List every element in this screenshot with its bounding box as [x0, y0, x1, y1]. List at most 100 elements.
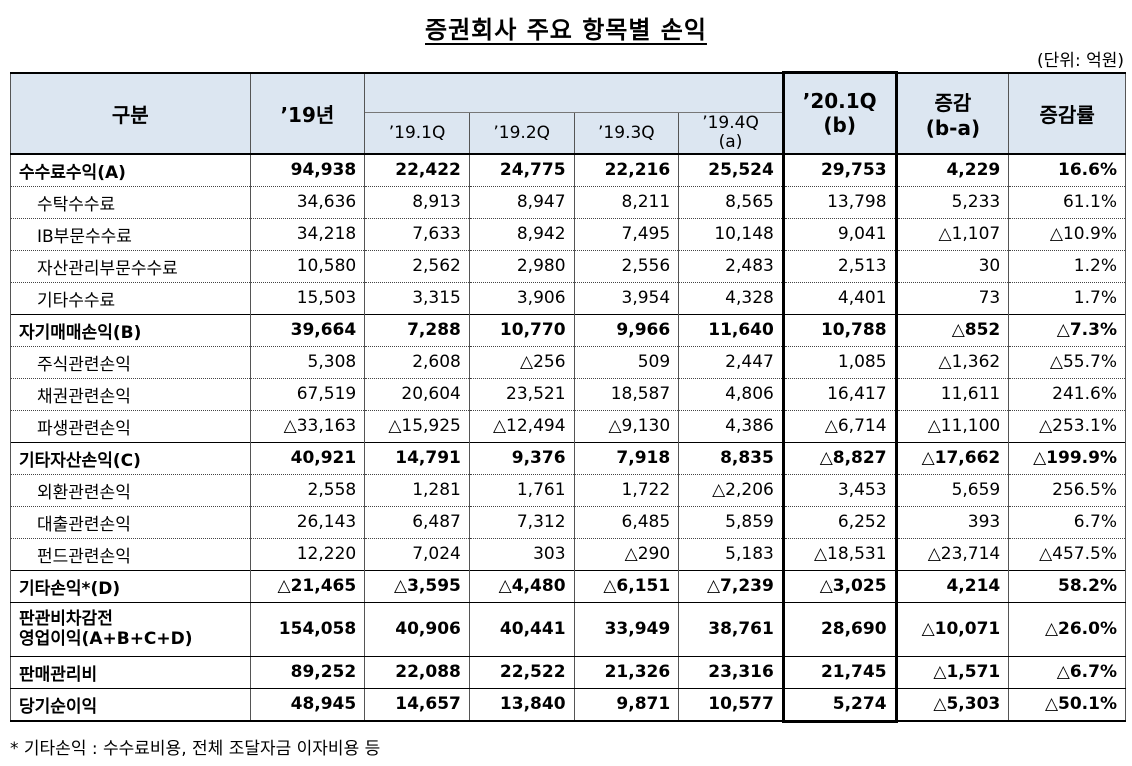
cell-rate: △26.0% — [1008, 601, 1126, 657]
cell-2019-2q: 3,906 — [468, 282, 575, 315]
header-2019-2q: ’19.2Q — [468, 111, 575, 155]
cell-2019-1q: 7,024 — [364, 538, 470, 571]
cell-2020-1q: 10,788 — [781, 313, 898, 347]
table-row: 주식관련손익 5,308 2,608 △256 509 2,447 1,085 … — [10, 346, 1126, 379]
footnote: * 기타손익 : 수수료비용, 전체 조달자금 이자비용 등 — [10, 739, 381, 759]
cell-2019-4q: 8,565 — [678, 186, 784, 219]
cell-diff: △11,100 — [895, 410, 1010, 443]
cell-2019-3q: 22,216 — [573, 153, 680, 187]
header-rate: 증감률 — [1008, 71, 1126, 155]
cell-2019-3q: △9,130 — [573, 410, 680, 443]
cell-rate: △457.5% — [1008, 538, 1126, 571]
header-2019-4q-line1: ’19.4Q — [702, 112, 759, 133]
cell-2019-2q: 2,980 — [468, 250, 575, 283]
header-diff-line1: 증감 — [934, 90, 972, 115]
cell-rate: △253.1% — [1008, 410, 1126, 443]
header-2020-1q: ’20.1Q (b) — [781, 71, 898, 155]
cell-2020-1q: 28,690 — [781, 601, 898, 657]
row-label: 판매관리비 — [10, 655, 251, 689]
row-label: 채권관련손익 — [10, 378, 251, 411]
unit-label: (단위: 억원) — [1037, 51, 1124, 71]
title-text: 증권회사 주요 항목별 손익 — [425, 16, 707, 44]
cell-2019-4q: 10,148 — [678, 218, 784, 251]
cell-2020-1q: △18,531 — [781, 538, 898, 571]
cell-rate: 1.7% — [1008, 282, 1126, 315]
cell-2020-1q: 13,798 — [781, 186, 898, 219]
cell-2019-2q: 303 — [468, 538, 575, 571]
cell-2019-4q: 8,835 — [678, 441, 784, 475]
page-title: 증권회사 주요 항목별 손익 — [0, 10, 1132, 45]
cell-2019: 15,503 — [249, 282, 366, 315]
cell-2019-1q: 20,604 — [364, 378, 470, 411]
cell-2019-3q: 33,949 — [573, 601, 680, 657]
cell-2019-1q: △3,595 — [364, 569, 470, 603]
cell-2019-2q: 8,942 — [468, 218, 575, 251]
cell-diff: △1,362 — [895, 346, 1010, 379]
cell-2019-4q: 38,761 — [678, 601, 784, 657]
cell-2019-2q: △256 — [468, 346, 575, 379]
cell-2019: 5,308 — [249, 346, 366, 379]
cell-2019-4q: △7,239 — [678, 569, 784, 603]
cell-rate: 61.1% — [1008, 186, 1126, 219]
cell-diff: 393 — [895, 506, 1010, 539]
table-row: 기타수수료 15,503 3,315 3,906 3,954 4,328 4,4… — [10, 282, 1126, 315]
header-2019-1q: ’19.1Q — [364, 111, 470, 155]
cell-rate: 16.6% — [1008, 153, 1126, 187]
cell-2019-2q: 13,840 — [468, 687, 575, 722]
cell-2019: 89,252 — [249, 655, 366, 689]
cell-2019-4q: 4,806 — [678, 378, 784, 411]
cell-rate: 256.5% — [1008, 474, 1126, 507]
cell-2020-1q: 4,401 — [781, 282, 898, 315]
cell-2019-4q: 2,483 — [678, 250, 784, 283]
cell-diff: 11,611 — [895, 378, 1010, 411]
cell-2019: 48,945 — [249, 687, 366, 722]
header-category: 구분 — [10, 71, 251, 155]
cell-2019-1q: 22,088 — [364, 655, 470, 689]
cell-2019-3q: 7,495 — [573, 218, 680, 251]
cell-2019: 67,519 — [249, 378, 366, 411]
row-label: 외환관련손익 — [10, 474, 251, 507]
cell-diff: △1,107 — [895, 218, 1010, 251]
table-row: 판관비차감전 영업이익(A+B+C+D) 154,058 40,906 40,4… — [10, 601, 1126, 657]
cell-diff: 5,659 — [895, 474, 1010, 507]
cell-2020-1q: 6,252 — [781, 506, 898, 539]
cell-2019-4q: 2,447 — [678, 346, 784, 379]
cell-2020-1q: 16,417 — [781, 378, 898, 411]
cell-2019-1q: 3,315 — [364, 282, 470, 315]
cell-diff: 4,214 — [895, 569, 1010, 603]
cell-rate: △55.7% — [1008, 346, 1126, 379]
cell-2019-1q: 7,288 — [364, 313, 470, 347]
cell-diff: 5,233 — [895, 186, 1010, 219]
cell-2019-3q: 3,954 — [573, 282, 680, 315]
cell-2019-3q: 509 — [573, 346, 680, 379]
cell-diff: △852 — [895, 313, 1010, 347]
cell-2019-2q: △4,480 — [468, 569, 575, 603]
cell-2019-4q: 5,859 — [678, 506, 784, 539]
cell-2019-3q: 2,556 — [573, 250, 680, 283]
table-row: 수수료수익(A) 94,938 22,422 24,775 22,216 25,… — [10, 153, 1126, 187]
cell-2019-1q: 1,281 — [364, 474, 470, 507]
cell-diff: △1,571 — [895, 655, 1010, 689]
cell-2019-2q: 1,761 — [468, 474, 575, 507]
cell-diff: △23,714 — [895, 538, 1010, 571]
cell-2019-2q: 24,775 — [468, 153, 575, 187]
cell-2019-3q: 7,918 — [573, 441, 680, 475]
table-row: IB부문수수료 34,218 7,633 8,942 7,495 10,148 … — [10, 218, 1126, 251]
cell-2019: 94,938 — [249, 153, 366, 187]
cell-2019-2q: 10,770 — [468, 313, 575, 347]
table-row: 펀드관련손익 12,220 7,024 303 △290 5,183 △18,5… — [10, 538, 1126, 571]
cell-2019-2q: 22,522 — [468, 655, 575, 689]
cell-2019: 154,058 — [249, 601, 366, 657]
cell-2019-1q: 22,422 — [364, 153, 470, 187]
row-label: 기타수수료 — [10, 282, 251, 315]
cell-2019-3q: △290 — [573, 538, 680, 571]
cell-2020-1q: 3,453 — [781, 474, 898, 507]
table-row: 파생관련손익 △33,163 △15,925 △12,494 △9,130 4,… — [10, 410, 1126, 443]
cell-2020-1q: △3,025 — [781, 569, 898, 603]
cell-2019-3q: 6,485 — [573, 506, 680, 539]
cell-2019-3q: 8,211 — [573, 186, 680, 219]
row-label: 기타손익*(D) — [10, 569, 251, 603]
cell-2019-4q: 10,577 — [678, 687, 784, 722]
table-body: 수수료수익(A) 94,938 22,422 24,775 22,216 25,… — [10, 153, 1126, 723]
cell-2020-1q: △8,827 — [781, 441, 898, 475]
